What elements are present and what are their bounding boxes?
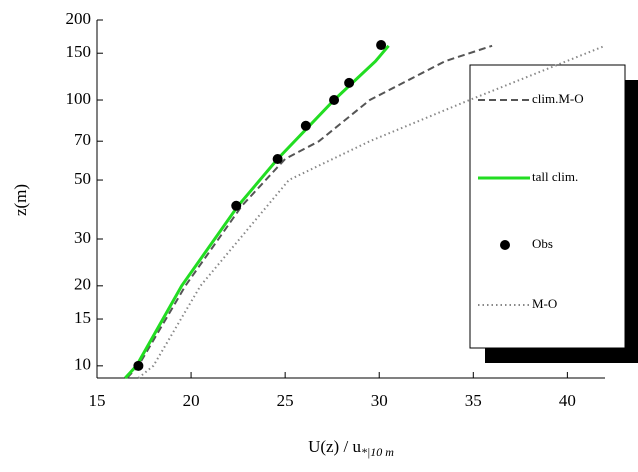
obs-point [231, 200, 242, 211]
x-tick-label: 20 [183, 391, 200, 410]
legend-label: clim.M-O [532, 91, 584, 106]
legend-symbol [500, 240, 510, 250]
obs-point [376, 40, 387, 51]
y-tick-label: 100 [66, 89, 92, 108]
legend-box [469, 64, 626, 349]
y-tick-label: 20 [74, 275, 91, 294]
legend-label: tall clim. [532, 169, 578, 184]
series-line [126, 44, 493, 379]
y-tick-label: 50 [74, 169, 91, 188]
y-tick-label: 15 [74, 308, 91, 327]
y-tick-label: 200 [66, 9, 92, 28]
y-tick-label: 10 [74, 355, 91, 374]
y-tick-label: 150 [66, 42, 92, 61]
obs-point [133, 360, 144, 371]
x-axis-label: U(z) / u*|10 m [308, 437, 394, 459]
legend-label: M-O [532, 296, 557, 311]
obs-point [300, 120, 311, 131]
x-tick-label: 15 [89, 391, 106, 410]
obs-point [344, 77, 355, 88]
legend-label: Obs [532, 236, 553, 251]
obs-point [329, 95, 340, 106]
series-line [137, 44, 606, 379]
x-tick-label: 30 [371, 391, 388, 410]
y-tick-label: 70 [74, 130, 91, 149]
y-axis-label: z(m) [11, 184, 30, 216]
obs-point [272, 153, 283, 164]
y-tick-label: 30 [74, 228, 91, 247]
series-line [124, 44, 390, 380]
x-tick-label: 40 [559, 391, 576, 410]
x-tick-label: 25 [277, 391, 294, 410]
x-tick-label: 35 [465, 391, 482, 410]
